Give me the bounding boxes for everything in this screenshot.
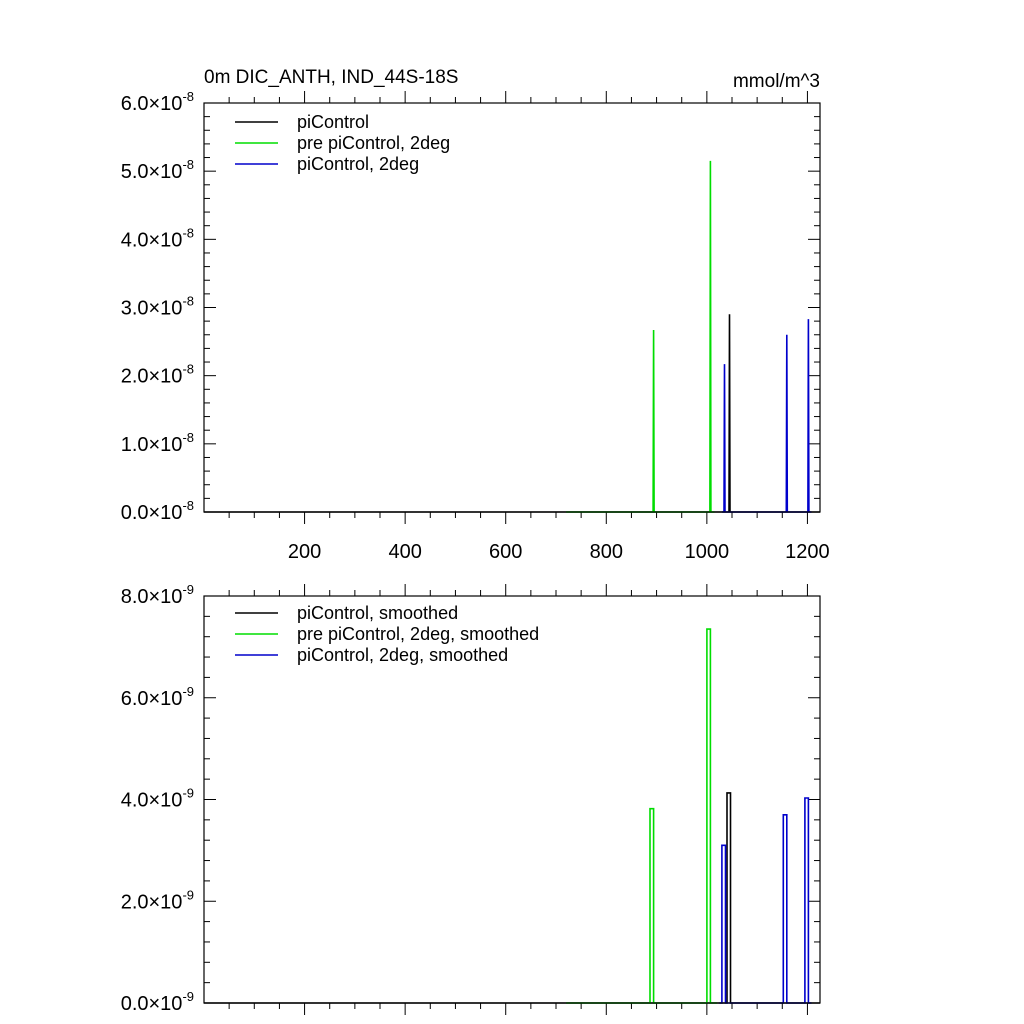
x-tick-label: 200 <box>288 541 321 563</box>
legend-label: piControl <box>297 112 369 132</box>
top-plot-frame <box>203 102 821 513</box>
top-axes: 200 400 600 800 1000 1200 0.0×10-8 1.0×10-8 2.0×… <box>121 89 830 563</box>
top-series-layer <box>204 160 820 513</box>
y-tick-label: 2.0×10-8 <box>121 362 194 388</box>
x-tick-label: 1200 <box>785 541 830 563</box>
y-tick-label: 4.0×10-8 <box>121 225 194 251</box>
y-tick-label: 1.0×10-8 <box>121 430 194 456</box>
legend-label: pre piControl, 2deg <box>297 133 450 153</box>
y-tick-label: 8.0×10-9 <box>121 582 194 608</box>
series-line-3 <box>721 319 812 513</box>
y-tick-label: 6.0×10-8 <box>121 89 194 115</box>
top-panel: 0m DIC_ANTH, IND_44S-18S mmol/m^3 200 400… <box>121 67 830 563</box>
y-tick-label: 5.0×10-8 <box>121 157 194 183</box>
x-tick-label: 600 <box>489 541 522 563</box>
series-line-1 <box>204 314 820 513</box>
legend-label: piControl, 2deg <box>297 154 419 174</box>
legend-label: piControl, smoothed <box>297 603 458 623</box>
y-tick-label: 6.0×10-9 <box>121 684 194 710</box>
series-line-3 <box>719 797 812 1004</box>
chart-title: 0m DIC_ANTH, IND_44S-18S <box>204 67 458 88</box>
bottom-panel: 0.0×10-9 2.0×10-9 4.0×10-9 6.0×10-9 8.0×10-9… <box>121 582 821 1015</box>
legend-label: piControl, 2deg, smoothed <box>297 645 508 665</box>
series-line-2 <box>566 628 717 1004</box>
series-line-1 <box>204 792 820 1004</box>
y-tick-label: 3.0×10-8 <box>121 294 194 320</box>
y-tick-label: 4.0×10-9 <box>121 786 194 812</box>
legend-label: pre piControl, 2deg, smoothed <box>297 624 539 644</box>
y-tick-label: 0.0×10-9 <box>121 989 194 1015</box>
bottom-axes: 0.0×10-9 2.0×10-9 4.0×10-9 6.0×10-9 8.0×10-9 <box>121 582 820 1015</box>
y-tick-label: 0.0×10-8 <box>121 498 194 524</box>
x-tick-label: 1000 <box>685 541 730 563</box>
y-tick-label: 2.0×10-9 <box>121 887 194 913</box>
x-tick-label: 800 <box>590 541 623 563</box>
units-label: mmol/m^3 <box>733 71 820 92</box>
series-line-2 <box>566 160 715 513</box>
bottom-plot-frame <box>203 595 821 1004</box>
bottom-series-layer <box>204 628 820 1004</box>
x-tick-label: 400 <box>388 541 421 563</box>
